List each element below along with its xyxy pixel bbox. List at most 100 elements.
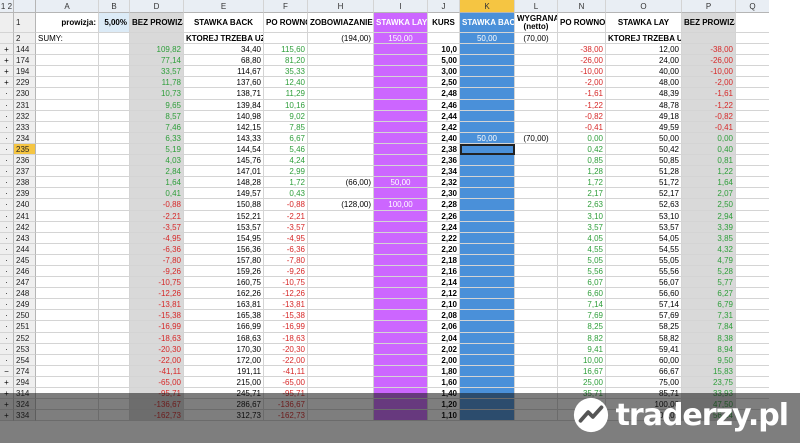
cell-zobowiazanie[interactable]: [308, 388, 374, 400]
cell-stawka-back-k[interactable]: [460, 365, 515, 377]
empty-cell[interactable]: [736, 288, 769, 300]
cell-stawka-back-k[interactable]: [460, 166, 515, 178]
cell-wygrana[interactable]: (70,00): [515, 132, 558, 144]
empty-cell[interactable]: [99, 343, 130, 355]
cell-kurs[interactable]: 2,40: [428, 132, 460, 144]
cell-bez-prowizji-p[interactable]: -0,82: [682, 110, 736, 122]
row-number[interactable]: 254: [14, 354, 36, 366]
empty-cell[interactable]: [36, 410, 99, 422]
cell-po-rowno-n[interactable]: 16,67: [558, 365, 606, 377]
header-zobowiazanie[interactable]: ZOBOWIAZANIE: [308, 13, 374, 33]
empty-cell[interactable]: [99, 177, 130, 189]
cell-kurs[interactable]: 2,04: [428, 332, 460, 344]
cell-po-rowno-n[interactable]: 2,17: [558, 188, 606, 200]
cell-po-rowno-n[interactable]: 2,63: [558, 199, 606, 211]
cell-stawka-back-k[interactable]: [460, 66, 515, 78]
cell-stawka-back[interactable]: 172,00: [184, 354, 264, 366]
cell-stawka-lay-o[interactable]: 55,05: [606, 254, 682, 266]
cell-zobowiazanie[interactable]: [308, 277, 374, 289]
cell-stawka-back-k[interactable]: [460, 55, 515, 67]
cell-stawka-back[interactable]: 140,98: [184, 110, 264, 122]
cell-po-rowno-n[interactable]: 1,72: [558, 177, 606, 189]
empty-cell[interactable]: [99, 410, 130, 422]
cell-stawka-lay-o[interactable]: 58,25: [606, 321, 682, 333]
row-number[interactable]: 249: [14, 299, 36, 311]
col-header-a[interactable]: A: [36, 0, 99, 13]
cell-stawka-back[interactable]: 160,75: [184, 277, 264, 289]
cell-po-rowno-n[interactable]: -10,00: [558, 66, 606, 78]
cell-po-rowno[interactable]: 81,20: [264, 55, 308, 67]
cell-stawka-lay-o[interactable]: 48,39: [606, 88, 682, 100]
empty-cell[interactable]: [736, 55, 769, 67]
cell-stawka-back[interactable]: 165,38: [184, 310, 264, 322]
cell-stawka-back[interactable]: 312,73: [184, 410, 264, 422]
empty-cell[interactable]: [99, 365, 130, 377]
sumy-e[interactable]: KTOREJ TRZEBA UZYC: [184, 33, 264, 45]
cell-bez-prowizji[interactable]: 7,46: [130, 121, 184, 133]
cell-zobowiazanie[interactable]: [308, 121, 374, 133]
empty-cell[interactable]: [99, 221, 130, 233]
cell-bez-prowizji[interactable]: -65,00: [130, 376, 184, 388]
cell-po-rowno-n[interactable]: 7,14: [558, 299, 606, 311]
cell-kurs[interactable]: 2,42: [428, 121, 460, 133]
row-number[interactable]: 232: [14, 110, 36, 122]
sumy-o[interactable]: KTOREJ TRZEBA UZYC: [606, 33, 682, 45]
cell-stawka-lay-o[interactable]: 56,60: [606, 288, 682, 300]
cell-bez-prowizji-p[interactable]: 7,31: [682, 310, 736, 322]
cell-stawka-lay[interactable]: [374, 110, 428, 122]
cell-kurs[interactable]: 2,08: [428, 310, 460, 322]
cell-po-rowno[interactable]: 115,60: [264, 44, 308, 56]
cell-bez-prowizji-p[interactable]: 15,83: [682, 365, 736, 377]
cell-stawka-back-k[interactable]: [460, 410, 515, 422]
cell-stawka-back-k[interactable]: [460, 232, 515, 244]
cell-po-rowno[interactable]: -22,00: [264, 354, 308, 366]
cell-po-rowno-n[interactable]: 6,60: [558, 288, 606, 300]
cell-bez-prowizji-p[interactable]: 5,28: [682, 265, 736, 278]
empty-cell[interactable]: [99, 376, 130, 388]
cell-stawka-back[interactable]: 286,67: [184, 399, 264, 411]
cell-wygrana[interactable]: [515, 55, 558, 67]
cell-kurs[interactable]: 2,14: [428, 277, 460, 289]
empty-cell[interactable]: [36, 132, 99, 144]
cell-stawka-lay-o[interactable]: 54,55: [606, 243, 682, 255]
row-number[interactable]: 239: [14, 188, 36, 200]
outline-toggle-button[interactable]: +: [0, 77, 14, 89]
empty-cell[interactable]: [736, 266, 769, 278]
empty-cell[interactable]: [736, 355, 769, 366]
prowizja-label[interactable]: prowizja:: [36, 13, 99, 33]
cell-po-rowno[interactable]: 5,46: [264, 143, 308, 156]
cell-wygrana[interactable]: [515, 199, 558, 211]
row-number[interactable]: 241: [14, 210, 36, 222]
empty-cell[interactable]: [36, 354, 99, 366]
empty-cell[interactable]: [36, 299, 99, 311]
cell-bez-prowizji[interactable]: -15,38: [130, 310, 184, 322]
empty-cell[interactable]: [36, 177, 99, 189]
empty-cell[interactable]: [99, 77, 130, 89]
cell-stawka-back[interactable]: 191,11: [184, 365, 264, 377]
cell-kurs[interactable]: 1,10: [428, 410, 460, 422]
cell-bez-prowizji[interactable]: -95,71: [130, 388, 184, 400]
cell-bez-prowizji[interactable]: -3,57: [130, 221, 184, 233]
empty-cell[interactable]: [36, 121, 99, 133]
outline-toggle-button[interactable]: +: [0, 44, 14, 56]
empty-cell[interactable]: [99, 354, 130, 366]
cell-wygrana[interactable]: [515, 399, 558, 411]
cell-stawka-back[interactable]: 137,60: [184, 77, 264, 89]
cell-stawka-lay-o[interactable]: 66,67: [606, 365, 682, 377]
cell-bez-prowizji[interactable]: 8,57: [130, 110, 184, 122]
col-header-i[interactable]: I: [374, 0, 428, 13]
cell-zobowiazanie[interactable]: [308, 188, 374, 200]
empty-cell[interactable]: [736, 100, 769, 111]
col-header-h[interactable]: H: [308, 0, 374, 13]
cell-kurs[interactable]: 2,50: [428, 77, 460, 89]
cell-bez-prowizji-p[interactable]: 6,79: [682, 299, 736, 311]
cell-stawka-lay[interactable]: [374, 121, 428, 133]
cell-po-rowno-n[interactable]: 8,82: [558, 332, 606, 344]
cell-stawka-lay-o[interactable]: 57,69: [606, 310, 682, 322]
empty-cell[interactable]: [99, 188, 130, 200]
empty-cell[interactable]: [736, 310, 769, 322]
row-number[interactable]: 245: [14, 254, 36, 266]
cell-wygrana[interactable]: [515, 188, 558, 200]
cell-zobowiazanie[interactable]: (66,00): [308, 177, 374, 189]
empty-cell[interactable]: [99, 110, 130, 122]
